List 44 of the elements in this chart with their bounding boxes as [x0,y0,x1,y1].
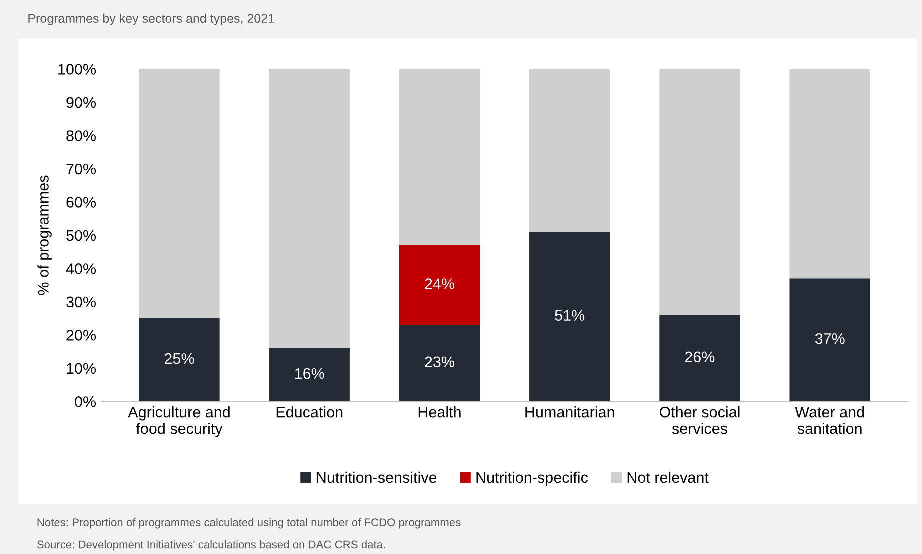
y-tick-label: 50% [66,230,96,242]
y-tick-label: 20% [66,330,96,341]
y-tick-label: 90% [66,97,96,108]
y-tick-label: 40% [66,264,96,274]
data-label: 16% [295,368,324,380]
data-label: 26% [685,352,715,363]
text: Notes: Proportion of programmes calculated using total number of FCDO programmes [38,518,461,529]
y-tick-label: 80% [66,130,96,142]
legend-label: Nutrition-sensitive [317,472,437,484]
y-tick-label: 70% [66,164,96,175]
bar [269,348,350,402]
legend-label: Nutrition-specific [476,472,588,486]
y-tick-label: 0% [75,396,96,408]
y-tick-label: 10% [67,363,96,374]
bar [139,318,220,402]
y-tick-label: 100% [58,64,96,75]
y-tick-label: 30% [66,296,96,308]
bar [660,315,740,402]
data-label: 23% [425,356,454,368]
data-label: 37% [815,333,845,344]
x-tick-label: Other social services [660,406,740,434]
y-tick-label: 60% [66,197,96,208]
x-tick-label: Humanitarian [526,406,614,418]
bar [399,245,480,326]
x-tick-label: Water and sanitation [795,406,864,434]
bar [660,69,740,316]
x-tick-label: Agriculture and food security [128,406,230,438]
bar [530,69,610,232]
legend-label: Not relevant [628,472,709,484]
source-note: Source: Development Initiatives' calculations based on DAC CRS data. [37,540,386,551]
bar [139,69,220,319]
bar [530,232,610,402]
bar [790,278,870,402]
y-axis-title: % of programmes [38,176,52,296]
bar [269,69,350,348]
bar [790,69,870,279]
bar [399,69,480,246]
data-label: 51% [555,310,585,321]
chart-title: Programmes by key sectors and types, 2021 [28,14,274,26]
x-tick-label: Health [418,406,461,418]
data-label: 24% [425,278,454,290]
bar [399,325,480,402]
x-tick-label: Education [276,406,343,418]
data-label: 25% [164,353,194,364]
